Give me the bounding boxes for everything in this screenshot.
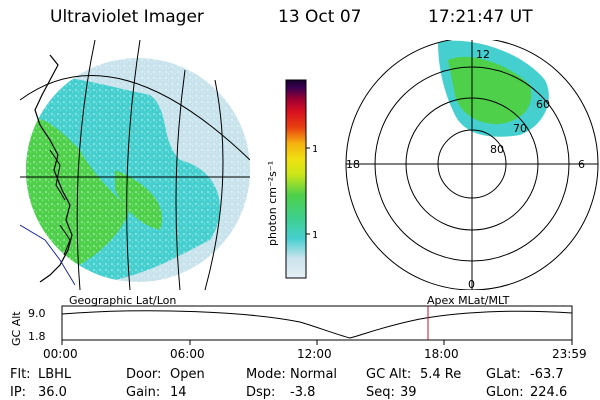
mode-label: Mode: [246,367,286,382]
altitude-curve [61,310,573,339]
x-tick-0000: 00:00 [43,347,78,361]
lat-label-60: 60 [536,98,550,111]
x-tick-2359: 23:59 [552,347,587,361]
altitude-axis-label: GC Alt [10,311,23,346]
x-tick-1800: 18:00 [424,347,459,361]
polar-plot: 12 18 6 0 60 70 80 [345,40,599,290]
colorbar-tick-100: 100 [312,144,317,155]
mlt-label-12: 12 [476,48,490,61]
polar-aurora-high [448,56,532,125]
door-value: Open [170,367,205,382]
seq-label: Seq: [366,385,395,400]
filter-value: LBHL [38,367,72,382]
y-tick-1-8: 1.8 [28,330,46,343]
x-tick-0600: 06:00 [170,347,205,361]
time-label: 17:21:47 UT [428,7,533,27]
ip-label: IP: [10,385,27,400]
mlt-label-18: 18 [346,158,360,171]
door-label: Door: [126,367,162,382]
geo-map-label: Geographic Lat/Lon [69,294,177,307]
geographic-map [20,40,250,290]
app-title: Ultraviolet Imager [50,7,204,27]
mode-value: Normal [290,367,338,382]
colorbar: 100 10 photon cm⁻²s⁻¹ [266,79,317,279]
date-label: 13 Oct 07 [278,7,362,27]
lat-label-70: 70 [513,122,527,135]
mlt-label-0: 0 [468,278,475,290]
x-tick-1200: 12:00 [297,347,332,361]
polar-plot-label: Apex MLat/MLT [427,294,510,307]
mlt-label-6: 6 [578,158,585,171]
glat-label: GLat: [486,367,521,382]
gc-alt-label: GC Alt: [366,367,412,382]
colorbar-tick-10: 10 [312,230,317,241]
seq-value: 39 [400,385,417,400]
filter-label: Flt: [10,367,31,382]
dsp-value: -3.8 [290,385,316,400]
gain-value: 14 [170,385,187,400]
gain-label: Gain: [126,385,161,400]
glon-value: 224.6 [530,385,568,400]
altitude-plot: 9.0 1.8 GC Alt 00:00 06:00 12:00 18:00 2… [10,305,587,361]
glat-value: -63.7 [530,367,564,382]
glon-label: GLon: [486,385,524,400]
y-tick-9: 9.0 [28,307,46,320]
colorbar-unit-label: photon cm⁻²s⁻¹ [266,161,279,246]
gc-alt-value: 5.4 Re [420,367,462,382]
ip-value: 36.0 [38,385,67,400]
dsp-label: Dsp: [246,385,276,400]
lat-label-80: 80 [490,143,504,156]
